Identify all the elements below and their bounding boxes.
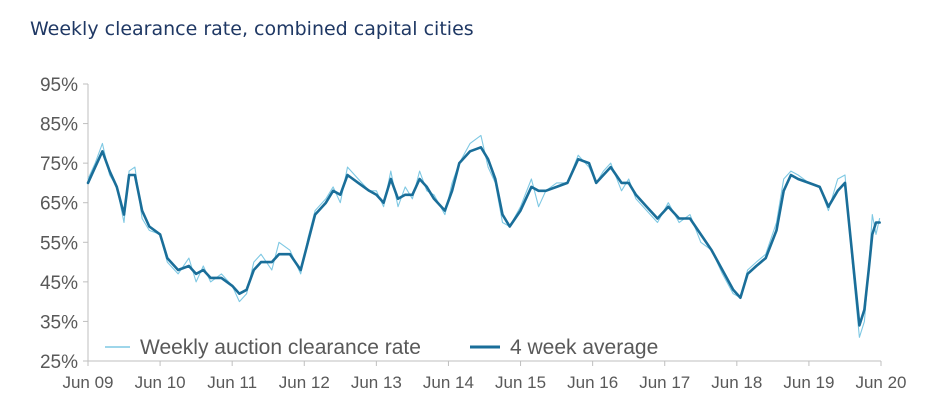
series-line-weekly-clearance: [87, 134, 881, 338]
x-tick-label: Jun 14: [423, 373, 474, 392]
y-tick-label: 25%: [40, 352, 78, 373]
y-tick-label: 65%: [40, 194, 78, 215]
x-tick-label: Jun 09: [62, 373, 113, 392]
y-tick-label: 55%: [40, 233, 78, 254]
x-tick-label: Jun 10: [135, 373, 186, 392]
y-tick-label: 35%: [40, 312, 78, 333]
x-tick-label: Jun 11: [207, 373, 257, 392]
y-tick-label: 45%: [40, 273, 78, 294]
legend: Weekly auction clearance rate 4 week ave…: [105, 336, 658, 359]
x-tick-label: Jun 13: [351, 373, 402, 392]
x-tick-label: Jun 18: [711, 373, 762, 392]
x-axis: Jun 09 Jun 10 Jun 11 Jun 12 Jun 13 Jun 14 Jun …: [62, 360, 907, 392]
y-axis: 95% 85% 75% 65% 55% 45% 35% 25%: [40, 75, 89, 373]
y-tick-label: 75%: [40, 154, 78, 175]
y-tick-label: 85%: [40, 115, 78, 136]
chart-title: Weekly clearance rate, combined capital …: [30, 18, 474, 40]
x-tick-label: Jun 17: [639, 373, 690, 392]
series-line-4-week-average: [86, 146, 881, 327]
x-tick-label: Jun 15: [495, 373, 546, 392]
y-tick-label: 95%: [40, 75, 78, 96]
series-lines: [86, 134, 881, 338]
x-tick-label: Jun 16: [567, 373, 618, 392]
x-tick-label: Jun 12: [279, 373, 330, 392]
x-tick-label: Jun 20: [855, 373, 906, 392]
legend-label-weekly: Weekly auction clearance rate: [140, 336, 421, 359]
x-tick-label: Jun 19: [783, 373, 834, 392]
legend-label-4-week: 4 week average: [510, 336, 658, 359]
